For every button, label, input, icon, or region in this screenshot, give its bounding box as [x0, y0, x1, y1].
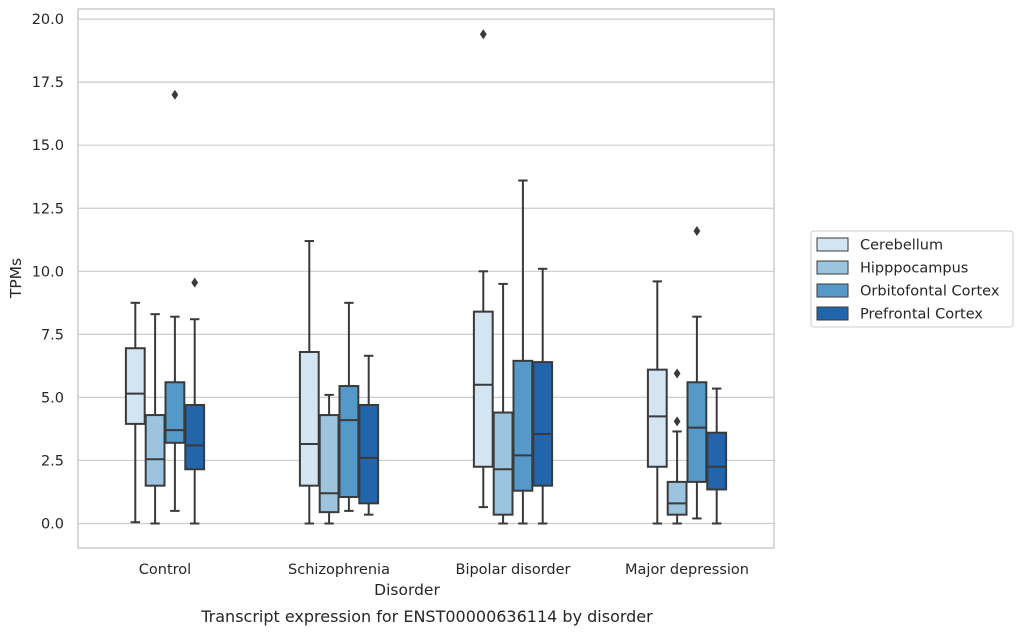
legend: Cerebellum Hipppocampus Orbitofontal Corte… [810, 230, 1014, 328]
y-axis-label: TPMs [7, 258, 25, 299]
x-tick-label: Schizophrenia [288, 562, 390, 578]
box-body [492, 411, 514, 516]
box-body [298, 351, 320, 487]
box-body [124, 347, 146, 425]
legend-swatch [816, 283, 849, 298]
box-plot [164, 89, 186, 512]
legend-label: Cerebellum [860, 238, 943, 254]
box-plot [358, 354, 380, 516]
plot-area-frame [77, 8, 775, 549]
y-tick-label: 17.5 [32, 75, 64, 91]
category-group [646, 225, 728, 525]
box-body [532, 361, 554, 487]
box-plot [144, 313, 166, 525]
outlier-point [673, 368, 681, 379]
box-plot [298, 240, 320, 525]
x-tick-label: Major depression [625, 562, 749, 578]
legend-box [810, 230, 1014, 328]
box-plot [666, 368, 688, 525]
y-tick-label: 12.5 [32, 201, 64, 217]
y-tick-label: 20.0 [32, 12, 64, 28]
box-body [164, 381, 186, 444]
legend-swatch [816, 306, 849, 321]
box-body [666, 480, 688, 516]
y-tick-label: 15.0 [32, 138, 64, 154]
x-axis-ticks: Control Schizophrenia Bipolar disorder Majo… [139, 562, 749, 578]
box-plot [492, 282, 514, 525]
y-tick-label: 2.5 [41, 453, 64, 469]
outlier-point [673, 416, 681, 427]
outlier-point [479, 29, 487, 40]
legend-items: Cerebellum Hipppocampus Orbitofontal Corte… [816, 237, 1000, 323]
outlier-point [191, 277, 199, 288]
chart-caption: Transcript expression for ENST0000063611… [200, 607, 653, 626]
box-body [358, 403, 380, 505]
x-tick-label: Control [139, 562, 191, 578]
box-body [338, 385, 360, 499]
box-plot-groups [124, 29, 728, 525]
box-plot [472, 29, 494, 509]
box-plot [318, 393, 340, 525]
box-plot [124, 301, 146, 524]
legend-swatch [816, 237, 849, 252]
box-body [184, 403, 206, 471]
legend-label: Prefrontal Cortex [860, 307, 983, 323]
category-group [472, 29, 554, 525]
box-body [144, 414, 166, 487]
y-tick-label: 10.0 [32, 264, 64, 280]
category-group [124, 89, 206, 525]
legend-label: Hipppocampus [860, 261, 968, 277]
box-plot [706, 387, 728, 525]
box-plot [646, 280, 668, 525]
box-plot [686, 225, 708, 520]
box-plot [532, 267, 554, 525]
box-body [472, 310, 494, 468]
y-tick-label: 0.0 [41, 517, 64, 533]
legend-label: Orbitofontal Cortex [860, 284, 1000, 300]
x-axis-label: Disorder [374, 581, 440, 599]
box-body [512, 359, 534, 492]
legend-swatch [816, 260, 849, 275]
y-tick-label: 7.5 [41, 327, 64, 343]
category-group [298, 240, 380, 525]
x-tick-label: Bipolar disorder [456, 562, 571, 578]
y-tick-label: 5.0 [41, 390, 64, 406]
box-body [706, 431, 728, 491]
outlier-point [171, 89, 179, 100]
box-body [318, 414, 340, 514]
box-body [686, 381, 708, 483]
grid-lines [78, 18, 774, 525]
box-plot [512, 179, 534, 525]
outlier-point [693, 225, 701, 236]
y-axis-ticks: 0.0 2.5 5.0 7.5 10.0 12.5 15.0 17.5 20.0 [32, 12, 64, 532]
box-body [646, 368, 668, 468]
box-plot [184, 277, 206, 525]
